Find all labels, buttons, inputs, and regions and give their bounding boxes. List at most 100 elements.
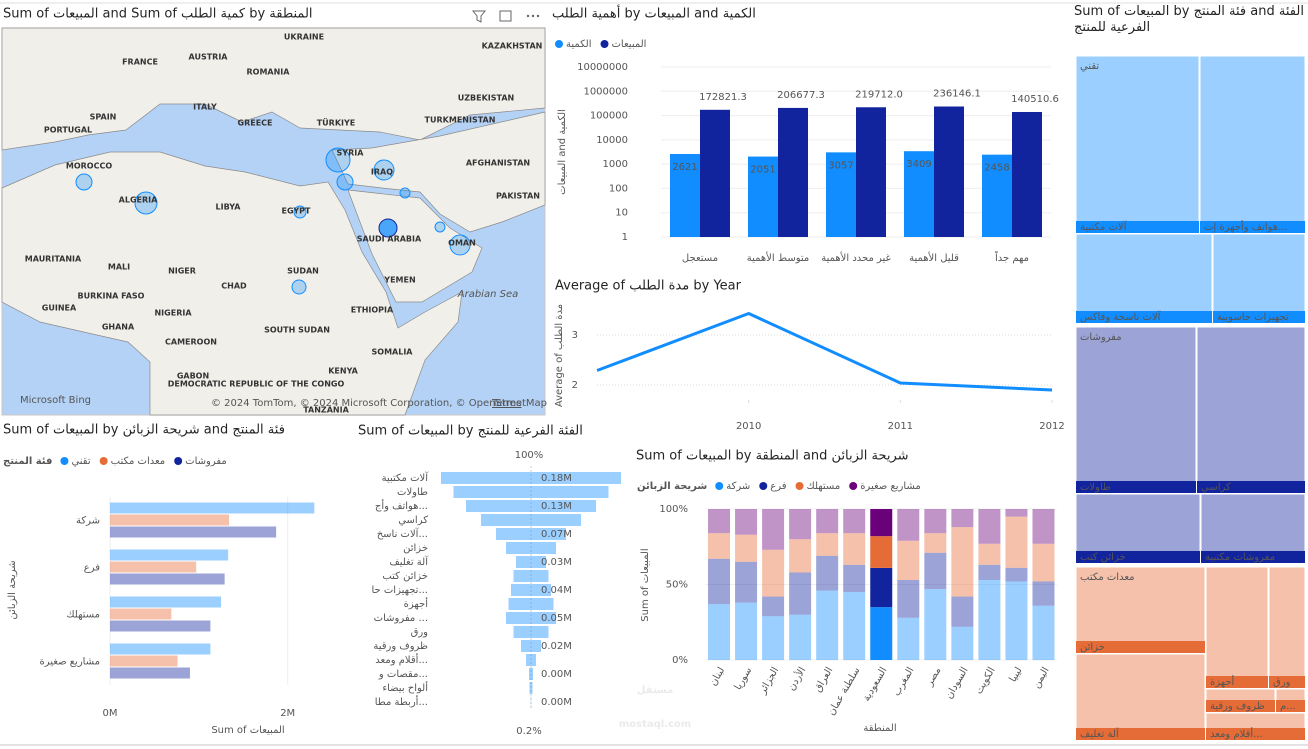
bar-segment — [843, 592, 866, 660]
map-place-label: NIGERIA — [154, 309, 192, 318]
map-place-label: YEMEN — [383, 276, 415, 285]
bar-segment — [843, 509, 866, 534]
legend-marker — [555, 40, 563, 48]
treemap-label-strip — [1213, 311, 1305, 323]
treemap-tile-label: أجهزة — [1210, 675, 1235, 688]
map-bubble — [293, 205, 307, 219]
watermark-arabic: مستقل — [637, 685, 674, 696]
map-place-label: ETHIOPIA — [351, 306, 394, 315]
x-tick-label: 2M — [280, 708, 295, 719]
more-icon[interactable] — [531, 14, 535, 18]
chart-title: Sum of المبيعات and Sum of كمية الطلب by… — [3, 7, 313, 22]
map-bubble — [291, 279, 307, 295]
bar-segment — [735, 561, 758, 603]
treemap-tile-label: خزائن كتب — [1080, 552, 1126, 563]
bar-segment — [789, 509, 812, 540]
y-tick-label: 100% — [659, 504, 688, 515]
bar-segment — [1032, 509, 1055, 544]
bar-segment — [843, 533, 866, 565]
bar — [856, 107, 886, 238]
treemap-group-label: مفروشات — [1080, 332, 1122, 343]
more-icon[interactable] — [526, 14, 530, 18]
data-label: 0.04M — [541, 585, 572, 596]
bar-segment — [735, 509, 758, 535]
category-label: ألواح بيضاء — [382, 681, 428, 694]
watermark-latin: mostaql.com — [619, 719, 691, 730]
treemap-label-strip — [1200, 221, 1305, 233]
treemap-tile — [1075, 233, 1213, 324]
map-bubble — [325, 147, 351, 173]
treemap-label-strip — [1206, 676, 1268, 688]
map-toolbar[interactable] — [471, 10, 540, 23]
y-tick-label: 1000000 — [583, 86, 628, 97]
legend-marker — [60, 457, 69, 465]
bar-segment — [762, 549, 785, 597]
legend-label: الكمية — [566, 39, 592, 50]
bar — [110, 596, 222, 608]
category-label: خزائن — [403, 543, 428, 554]
map-place-label: AFGHANISTAN — [466, 159, 530, 168]
treemap-label-strip — [1076, 641, 1205, 653]
data-label: 0.18M — [541, 473, 572, 484]
bar — [934, 106, 964, 237]
map-bubble — [434, 221, 446, 233]
bar-segment — [897, 617, 920, 660]
bar-segment — [951, 626, 974, 660]
bar-segment — [897, 579, 920, 618]
map-place-label: TURKMENISTAN — [425, 116, 496, 125]
legend-title: شريحة الزبائن — [637, 481, 707, 492]
map-place-label: MALI — [108, 263, 130, 272]
x-tick-label: مهم جداً — [995, 250, 1029, 264]
category-label: ورق — [411, 627, 429, 638]
bar-segment — [897, 540, 920, 580]
bar-segment — [816, 555, 839, 591]
funnel-bar — [453, 486, 609, 498]
focus-icon[interactable] — [499, 10, 512, 22]
map-place-label: SAUDI ARABIA — [357, 235, 422, 244]
bar — [826, 152, 856, 237]
data-label: 3057 — [828, 160, 853, 171]
percent-label: 0.2% — [516, 726, 541, 737]
y-axis-title: Sum of المبيعات — [640, 548, 651, 621]
category-label: آلات مكتبية — [382, 471, 430, 484]
x-axis-title: المنطقة — [863, 723, 896, 734]
map-place-label: NIGER — [168, 267, 196, 276]
map-place-label: SYRIA — [337, 149, 365, 158]
bar — [110, 655, 178, 667]
treemap-tile-label: آلات ناسخة وفاكس — [1080, 310, 1162, 323]
map-place-label: SPAIN — [90, 113, 117, 122]
treemap-label-strip — [1269, 676, 1305, 688]
chart-title: Sum of المبيعات by الفئة الفرعية للمنتج — [358, 424, 583, 439]
treemap-label-strip — [1206, 728, 1305, 740]
y-tick-label: 0% — [672, 655, 688, 666]
data-label: 0.03M — [541, 557, 572, 568]
funnel-bar — [506, 542, 556, 554]
map-place-label: KENYA — [328, 367, 358, 376]
data-label: 0.02M — [541, 641, 572, 652]
map-place-label: TANZANIA — [303, 406, 349, 415]
bar — [982, 154, 1012, 237]
funnel-bar — [526, 654, 536, 666]
map-place-label: ROMANIA — [247, 68, 291, 77]
bar-segment — [924, 533, 947, 553]
funnel-bar — [481, 514, 581, 526]
treemap-label-strip — [1076, 481, 1196, 493]
more-icon[interactable] — [536, 14, 540, 18]
y-tick-label: مشاريع صغيرة — [39, 657, 100, 668]
data-label: 2458 — [984, 163, 1009, 174]
map-place-label: MAURITANIA — [25, 255, 82, 264]
category-label: مقصات و... — [378, 669, 428, 680]
map-place-label: BURKINA FASO — [78, 292, 145, 301]
y-tick-label: 100000 — [590, 111, 628, 122]
legend-marker — [174, 457, 183, 465]
chart-title: Sum of المبيعات by شريحة الزبائن and فئة… — [3, 423, 285, 438]
bar — [110, 667, 190, 679]
funnel-bar — [529, 682, 533, 694]
map-terms: Terms — [491, 398, 521, 409]
treemap-tile — [1075, 653, 1206, 741]
bar — [110, 620, 211, 632]
filter-icon[interactable] — [471, 10, 487, 23]
bar-segment — [978, 543, 1001, 565]
bar — [1012, 111, 1042, 237]
